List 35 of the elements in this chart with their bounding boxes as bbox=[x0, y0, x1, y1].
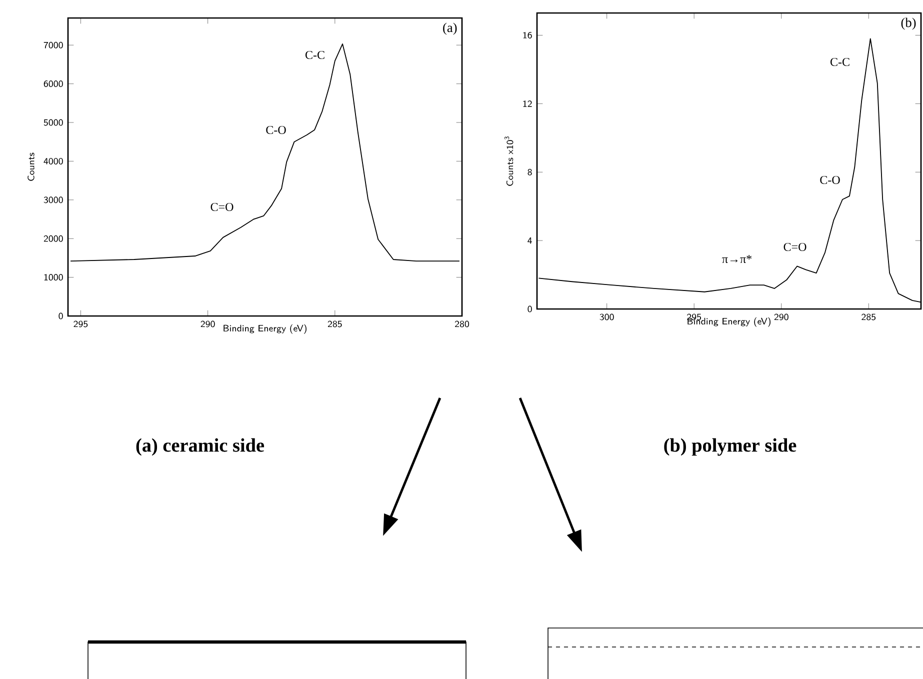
annotation: C=O bbox=[210, 202, 234, 212]
y-tick-label: 0 bbox=[528, 306, 532, 312]
y-tick-label: 6000 bbox=[44, 80, 63, 88]
y-tick-label: 8 bbox=[528, 168, 532, 176]
y-tick-label: 4000 bbox=[44, 158, 63, 164]
y-axis-title: Counts bbox=[28, 152, 34, 181]
annotation: C-O bbox=[266, 126, 286, 134]
x-tick-label: 290 bbox=[774, 314, 788, 320]
x-tick-label: 285 bbox=[328, 320, 342, 328]
x-tick-label: 295 bbox=[74, 320, 88, 328]
y-tick-label: 3000 bbox=[44, 196, 63, 204]
text: (b) polymer side bbox=[664, 438, 796, 456]
annotation: (b) bbox=[901, 18, 916, 30]
annotation: C-C bbox=[830, 58, 850, 66]
annotation: (a) bbox=[443, 22, 457, 35]
y-tick-label: 1000 bbox=[44, 274, 63, 281]
x-tick-label: 280 bbox=[454, 320, 470, 328]
y-tick-label: 4 bbox=[528, 238, 532, 244]
annotation: π→π* bbox=[722, 255, 752, 263]
y-tick-label: 0 bbox=[58, 312, 63, 320]
y-tick-label: 7000 bbox=[44, 42, 63, 48]
x-tick-label: 300 bbox=[600, 314, 614, 320]
y-tick-label: 12 bbox=[523, 100, 532, 107]
annotation: C-O bbox=[820, 176, 840, 184]
y-tick-label: 2000 bbox=[44, 235, 63, 242]
annotation: C=O bbox=[784, 242, 806, 252]
line-series bbox=[70, 43, 460, 262]
text: (a) ceramic side bbox=[136, 438, 264, 456]
y-tick-label: 16 bbox=[523, 32, 532, 38]
annotation: C-C bbox=[306, 50, 324, 60]
y-tick-label: 5000 bbox=[44, 119, 63, 126]
x-tick-label: 285 bbox=[862, 314, 876, 320]
x-tick-label: 290 bbox=[200, 320, 215, 328]
x-axis-title: Binding Energy (eV) bbox=[224, 324, 306, 334]
y-axis-title: Counts x10$^{3}$ bbox=[504, 136, 514, 186]
